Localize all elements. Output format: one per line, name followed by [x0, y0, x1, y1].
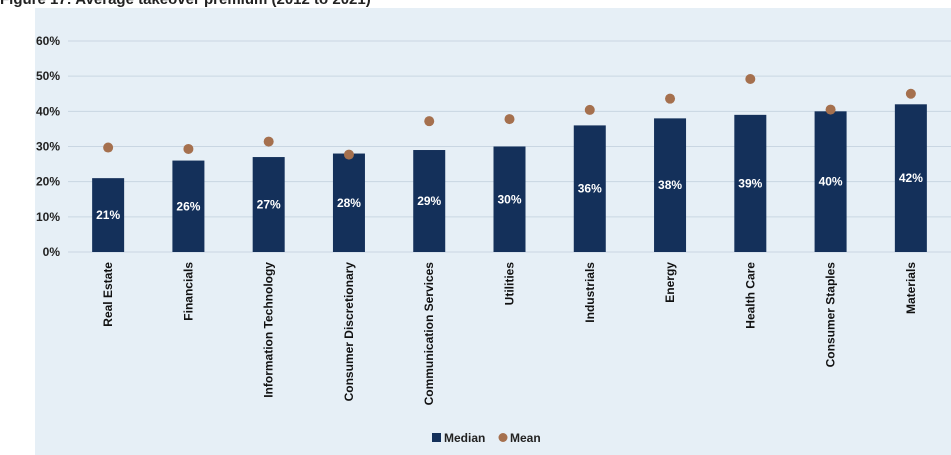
y-tick-label: 50%: [36, 69, 60, 83]
legend-median-swatch: [432, 433, 441, 442]
median-bar: [654, 118, 687, 252]
median-bar: [734, 114, 767, 252]
bar-value-label: 42%: [899, 171, 923, 185]
category-label: Consumer Staples: [824, 262, 838, 368]
figure-title: Figure 17: Average takeover premium (201…: [0, 0, 371, 9]
category-label: Consumer Discretionary: [342, 262, 356, 402]
y-tick-label: 40%: [36, 104, 60, 118]
category-label: Communication Services: [422, 262, 436, 406]
mean-marker: [665, 93, 676, 104]
mean-marker: [584, 104, 595, 115]
bar-value-label: 30%: [497, 192, 521, 206]
category-label: Energy: [663, 262, 677, 303]
median-bar: [493, 146, 526, 252]
mean-marker: [103, 142, 114, 153]
legend-mean-label: Mean: [510, 431, 541, 445]
mean-marker: [825, 104, 836, 115]
y-tick-label: 10%: [36, 210, 60, 224]
median-bar: [92, 178, 125, 252]
category-label: Real Estate: [101, 262, 115, 327]
mean-marker: [504, 114, 515, 125]
y-tick-label: 0%: [43, 245, 61, 259]
y-tick-label: 30%: [36, 140, 60, 154]
median-bar: [332, 153, 365, 252]
category-label: Materials: [904, 262, 918, 314]
mean-marker: [905, 88, 916, 99]
mean-marker: [424, 116, 435, 127]
median-bar: [172, 160, 205, 252]
bar-value-label: 36%: [578, 182, 602, 196]
median-bar: [894, 104, 927, 252]
category-label: Industrials: [583, 262, 597, 323]
mean-marker: [183, 143, 194, 154]
bar-value-label: 21%: [96, 208, 120, 222]
category-label: Health Care: [743, 262, 757, 329]
legend-median-label: Median: [444, 431, 485, 445]
bar-value-label: 27%: [257, 198, 281, 212]
category-label: Financials: [181, 262, 195, 321]
mean-marker: [343, 149, 354, 160]
bar-value-label: 38%: [658, 178, 682, 192]
bar-value-label: 40%: [819, 175, 843, 189]
bar-value-label: 26%: [176, 199, 200, 213]
bar-value-label: 28%: [337, 196, 361, 210]
y-tick-label: 20%: [36, 175, 60, 189]
category-label: Information Technology: [262, 262, 276, 398]
median-bar: [252, 157, 285, 252]
mean-marker: [263, 136, 274, 147]
legend-mean-swatch: [498, 433, 508, 442]
median-bar: [413, 150, 446, 252]
y-tick-label: 60%: [36, 34, 60, 48]
bar-value-label: 39%: [738, 176, 762, 190]
bar-value-label: 29%: [417, 194, 441, 208]
median-bar: [573, 125, 606, 252]
median-bar: [814, 111, 847, 252]
mean-marker: [745, 73, 756, 84]
category-label: Utilities: [503, 262, 517, 306]
